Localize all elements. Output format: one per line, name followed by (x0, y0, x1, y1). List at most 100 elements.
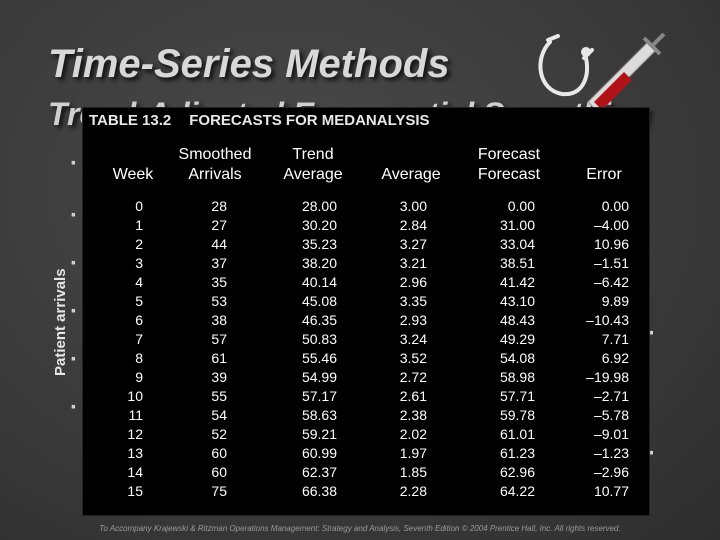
table-cell-trend-average: 1.97 (399, 445, 427, 461)
table-cell-error: –19.98 (586, 369, 629, 385)
table-cell-error: 7.71 (601, 331, 629, 347)
table-cell-week: 11 (128, 407, 143, 423)
table-cell-week: 2 (135, 236, 143, 252)
table-cell-smoothed-average: 54.99 (301, 369, 337, 385)
header-smoothed-bottom: Arrivals (188, 166, 242, 183)
table-cell-error: 9.89 (601, 293, 629, 309)
table-cell-smoothed-average: 50.83 (301, 331, 337, 347)
header-trend-top: Trend (292, 146, 334, 163)
table-cell-forecast: 38.51 (499, 255, 535, 271)
table-cell-smoothed-average: 62.37 (301, 464, 337, 480)
header-forecast-bottom: Forecast (477, 166, 541, 183)
table-cell-error: –5.78 (593, 407, 629, 423)
table-cell-trend-average: 3.21 (399, 255, 427, 271)
table-cell-trend-average: 1.85 (399, 464, 427, 480)
header-rule (83, 190, 649, 191)
table-cell-week: 12 (127, 426, 143, 442)
table-cell-trend-average: 3.24 (399, 331, 427, 347)
table-cell-arrivals: 38 (211, 312, 227, 328)
table-cell-arrivals: 60 (211, 445, 227, 461)
table-cell-arrivals: 54 (211, 407, 227, 423)
table-cell-forecast: 43.10 (499, 293, 535, 309)
table-cell-week: 7 (135, 331, 143, 347)
table-cell-forecast: 61.23 (499, 445, 535, 461)
table-cell-error: –2.96 (593, 464, 629, 480)
header-error: Error (586, 166, 622, 183)
table-caption: FORECASTS FOR MEDANALYSIS (189, 112, 430, 129)
table-cell-trend-average: 2.02 (399, 426, 427, 442)
table-cell-trend-average: 2.38 (399, 407, 427, 423)
column-week: 0 1 2 3 4 5 6 7 8 9 10 11 12 13 14 15 (113, 197, 143, 501)
table-cell-smoothed-average: 59.21 (301, 426, 337, 442)
header-average: Average (381, 166, 441, 183)
table-cell-forecast: 33.04 (499, 236, 535, 252)
table-cell-error: 0.00 (601, 198, 629, 214)
table-cell-arrivals: 44 (211, 236, 227, 252)
table-cell-error: –9.01 (593, 426, 629, 442)
header-forecast-top: Forecast (477, 146, 541, 163)
table-cell-arrivals: 27 (211, 217, 227, 233)
table-cell-smoothed-average: 60.99 (301, 445, 337, 461)
table-cell-smoothed-average: 38.20 (301, 255, 337, 271)
header-week: Week (112, 166, 154, 183)
table-cell-arrivals: 37 (211, 255, 227, 271)
table-cell-forecast: 58.98 (499, 369, 535, 385)
table-cell-error: –1.51 (593, 255, 629, 271)
header-trend-bottom: Average (283, 166, 343, 183)
table-cell-arrivals: 52 (211, 426, 227, 442)
table-cell-error: –4.00 (593, 217, 629, 233)
table-cell-forecast: 64.22 (499, 483, 535, 499)
table-cell-week: 10 (127, 388, 143, 404)
table-cell-error: 10.96 (593, 236, 629, 252)
table-cell-week: 13 (127, 445, 143, 461)
table-cell-forecast: 61.01 (499, 426, 535, 442)
table-cell-arrivals: 55 (211, 388, 227, 404)
column-trend-average: 3.00 2.84 3.27 3.21 2.96 3.35 2.93 3.24 3.52 2.72… (379, 197, 427, 501)
table-cell-smoothed-average: 55.46 (301, 350, 337, 366)
table-cell-smoothed-average: 35.23 (301, 236, 337, 252)
table-cell-arrivals: 60 (211, 464, 227, 480)
table-cell-week: 1 (135, 217, 143, 233)
table-cell-forecast: 0.00 (507, 198, 535, 214)
y-axis-label: Patient arrivals (52, 268, 69, 376)
table-cell-trend-average: 2.93 (399, 312, 427, 328)
table-cell-smoothed-average: 58.63 (301, 407, 337, 423)
table-cell-error: –10.43 (586, 312, 629, 328)
table-cell-smoothed-average: 45.08 (301, 293, 337, 309)
column-smoothed-average: 28.00 30.20 35.23 38.20 40.14 45.08 46.35 50.83… (279, 197, 337, 501)
table-cell-forecast: 49.29 (499, 331, 535, 347)
table-cell-week: 0 (135, 198, 143, 214)
table-cell-week: 14 (127, 464, 143, 480)
table-cell-forecast: 54.08 (499, 350, 535, 366)
table-cell-error: –1.23 (593, 445, 629, 461)
table-cell-smoothed-average: 30.20 (301, 217, 337, 233)
table-cell-week: 3 (135, 255, 143, 271)
table-cell-trend-average: 2.28 (399, 483, 427, 499)
slide-footer: To Accompany Krajewski & Ritzman Operati… (99, 524, 621, 533)
table-cell-week: 4 (135, 274, 143, 290)
table-cell-forecast: 59.78 (499, 407, 535, 423)
table-cell-forecast: 31.00 (499, 217, 535, 233)
table-cell-smoothed-average: 66.38 (301, 483, 337, 499)
table-title: TABLE 13.2 FORECASTS FOR MEDANALYSIS (89, 112, 430, 129)
table-cell-smoothed-average: 28.00 (301, 198, 337, 214)
table-cell-error: –2.71 (593, 388, 629, 404)
table-cell-week: 5 (135, 293, 143, 309)
table-cell-error: –6.42 (593, 274, 629, 290)
stethoscope-icon (538, 34, 594, 97)
table-cell-arrivals: 53 (211, 293, 227, 309)
slide-title: Time-Series Methods (48, 42, 450, 86)
table-cell-smoothed-average: 57.17 (301, 388, 337, 404)
table-cell-error: 6.92 (601, 350, 629, 366)
column-error: 0.00 –4.00 10.96 –1.51 –6.42 9.89 –10.43 7.71 6.… (567, 197, 629, 501)
table-cell-smoothed-average: 46.35 (301, 312, 337, 328)
table-cell-trend-average: 3.27 (399, 236, 427, 252)
table-cell-forecast: 48.43 (499, 312, 535, 328)
table-cell-trend-average: 2.84 (399, 217, 427, 233)
table-cell-week: 6 (135, 312, 143, 328)
header-smoothed-top: Smoothed (178, 146, 252, 163)
table-cell-arrivals: 57 (211, 331, 227, 347)
table-cell-trend-average: 3.00 (399, 198, 427, 214)
table-cell-trend-average: 2.96 (399, 274, 427, 290)
table-cell-smoothed-average: 40.14 (301, 274, 337, 290)
